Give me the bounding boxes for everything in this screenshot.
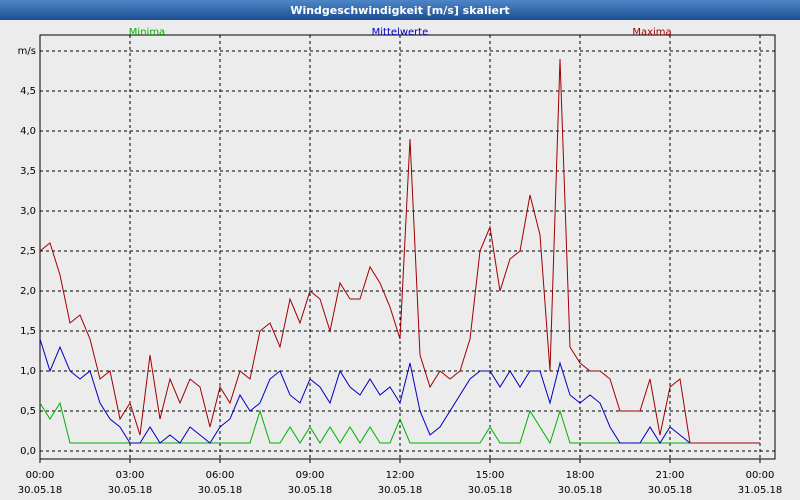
y-tick-label: 0,0 (20, 446, 36, 457)
x-tick-label: 09:00 (296, 470, 325, 481)
x-tick-label: 00:00 (746, 470, 775, 481)
x-tick-date: 30.05.18 (468, 485, 513, 496)
y-tick-label: 3,0 (20, 206, 36, 217)
series-line (39, 401, 760, 445)
series-line (39, 338, 760, 444)
x-tick-label: 18:00 (566, 470, 595, 481)
title-bar (0, 0, 800, 20)
x-tick-date: 30.05.18 (18, 485, 63, 496)
x-tick-label: 03:00 (116, 470, 145, 481)
y-tick-label: 4,0 (20, 126, 36, 137)
y-tick-label: 2,5 (20, 246, 36, 257)
x-tick-label: 06:00 (206, 470, 235, 481)
x-tick-date: 30.05.18 (288, 485, 333, 496)
x-tick-label: 15:00 (476, 470, 505, 481)
legend-label: Mittelwerte (372, 27, 429, 38)
y-tick-label: 1,5 (20, 326, 36, 337)
y-tick-label: 4,5 (20, 86, 36, 97)
y-tick-label: 3,5 (20, 166, 36, 177)
legend-label: Minima (129, 27, 165, 38)
legend-label: Maxima (632, 27, 671, 38)
x-tick-date: 30.05.18 (558, 485, 603, 496)
y-tick-label: 2,0 (20, 286, 36, 297)
x-tick-date: 30.05.18 (108, 485, 153, 496)
x-tick-date: 31.05.18 (738, 485, 783, 496)
series-line (39, 58, 760, 444)
x-tick-date: 30.05.18 (198, 485, 243, 496)
x-tick-date: 30.05.18 (648, 485, 693, 496)
y-tick-label: m/s (18, 46, 36, 57)
plot-frame (39, 34, 776, 460)
x-tick-date: 30.05.18 (378, 485, 423, 496)
x-tick-label: 00:00 (26, 470, 55, 481)
y-tick-label: 0,5 (20, 406, 36, 417)
chart-title: Windgeschwindigkeit [m/s] skaliert (290, 4, 509, 17)
x-tick-label: 12:00 (386, 470, 415, 481)
y-tick-label: 1,0 (20, 366, 36, 377)
x-tick-label: 21:00 (656, 470, 685, 481)
